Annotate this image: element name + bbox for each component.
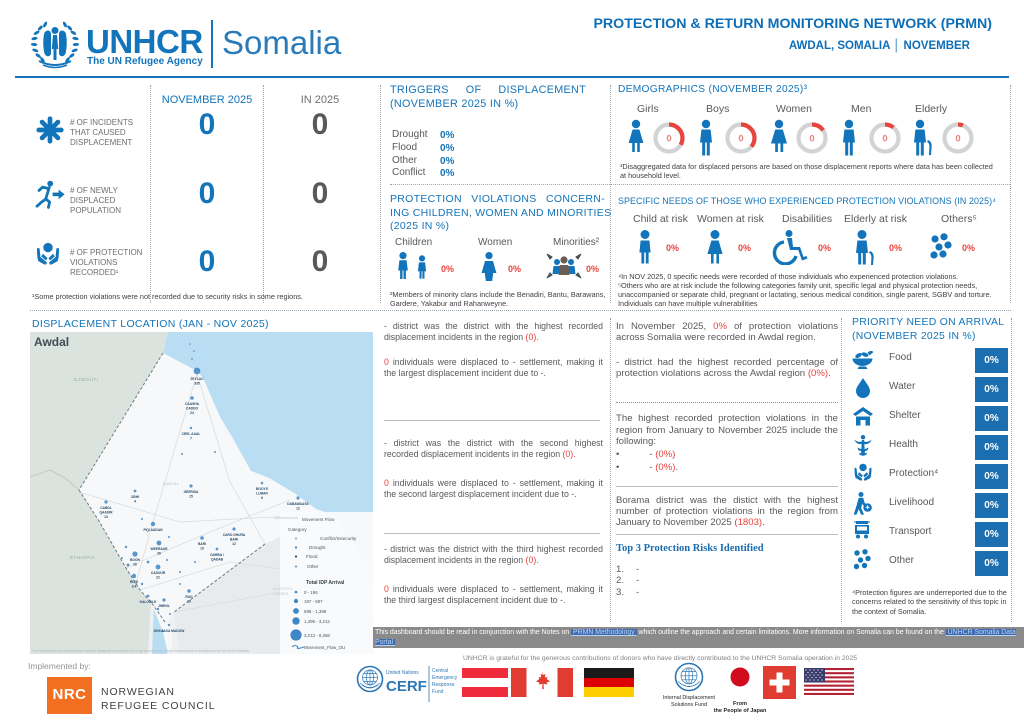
svg-text:1,399 - 3,212: 1,399 - 3,212 <box>304 619 330 624</box>
svg-text:The boundaries and names shown: The boundaries and names shown and the d… <box>32 649 249 653</box>
svg-text:FIQI AADAN: FIQI AADAN <box>143 528 163 532</box>
svg-text:Other: Other <box>307 564 319 569</box>
svg-text:24: 24 <box>190 411 194 415</box>
svg-text:LUBAN: LUBAN <box>256 492 268 496</box>
svg-text:CEEL AAAL: CEEL AAAL <box>182 432 201 436</box>
svg-text:GEERISA: GEERISA <box>184 490 199 494</box>
svg-text:15: 15 <box>189 495 193 499</box>
svg-text:DABAWAASS: DABAWAASS <box>287 502 309 506</box>
svg-text:BARI: BARI <box>230 538 238 542</box>
svg-text:6: 6 <box>261 496 263 500</box>
svg-text:Movement_Flow_OU: Movement_Flow_OU <box>304 645 345 650</box>
svg-text:0%: 0% <box>818 243 831 253</box>
svg-text:Movement Flow: Movement Flow <box>302 517 335 522</box>
svg-text:BOOYS: BOOYS <box>256 487 269 491</box>
svg-text:Fund: Fund <box>432 689 444 695</box>
svg-text:Drought: Drought <box>309 545 326 550</box>
svg-text:0 - 196: 0 - 196 <box>304 590 318 595</box>
svg-text:26: 26 <box>157 552 161 556</box>
svg-text:12: 12 <box>296 507 300 511</box>
svg-text:CABDL: CABDL <box>100 506 112 510</box>
svg-text:Total IDP Arrival: Total IDP Arrival <box>306 580 345 586</box>
svg-text:588 - 1,398: 588 - 1,398 <box>304 609 327 614</box>
svg-text:CAASHA: CAASHA <box>185 402 200 406</box>
svg-text:13: 13 <box>104 515 108 519</box>
svg-text:GARBA /: GARBA / <box>210 553 224 557</box>
svg-text:WEERAAR: WEERAAR <box>150 547 168 551</box>
svg-text:Emergency: Emergency <box>432 675 458 681</box>
svg-text:197 - 587: 197 - 587 <box>304 599 323 604</box>
svg-text:BOON: BOON <box>130 558 141 562</box>
svg-text:0%: 0% <box>738 243 751 253</box>
svg-text:22: 22 <box>156 576 160 580</box>
svg-text:0: 0 <box>809 134 814 145</box>
svg-text:CADUUR: CADUUR <box>151 571 166 575</box>
svg-text:the People of Japan: the People of Japan <box>714 708 767 714</box>
svg-text:Internal Displacement: Internal Displacement <box>663 695 716 701</box>
svg-text:4: 4 <box>134 500 136 504</box>
svg-text:Flood: Flood <box>306 554 318 559</box>
svg-text:Category: Category <box>288 527 307 532</box>
svg-text:Solutions Fund: Solutions Fund <box>671 702 707 708</box>
svg-text:0%: 0% <box>889 243 902 253</box>
svg-text:ZEYLAC: ZEYLAC <box>190 377 204 381</box>
svg-text:From: From <box>733 701 747 707</box>
svg-text:ETHIOPIA: ETHIOPIA <box>70 555 95 560</box>
svg-text:MAROODI: MAROODI <box>273 586 292 591</box>
svg-text:0: 0 <box>738 134 743 145</box>
svg-text:RUQI: RUQI <box>130 580 138 584</box>
svg-text:BARI: BARI <box>198 542 206 546</box>
svg-text:7: 7 <box>190 437 192 441</box>
svg-text:DJIBOUTI: DJIBOUTI <box>74 377 99 382</box>
svg-text:12: 12 <box>232 542 236 546</box>
svg-text:CADDO: CADDO <box>186 407 199 411</box>
svg-text:28: 28 <box>187 600 191 604</box>
svg-text:QAADIR: QAADIR <box>99 511 113 515</box>
svg-text:0: 0 <box>955 134 960 145</box>
svg-text:3.4: 3.4 <box>132 585 137 589</box>
svg-text:335: 335 <box>194 382 200 386</box>
svg-text:JINROL: JINROL <box>158 604 170 608</box>
svg-text:KALOWLE: KALOWLE <box>140 600 157 604</box>
svg-text:3,213 - 9,368: 3,213 - 9,368 <box>304 633 330 638</box>
svg-text:0: 0 <box>882 134 887 145</box>
svg-text:26: 26 <box>133 563 137 567</box>
svg-text:RUG: RUG <box>185 595 193 599</box>
svg-text:19: 19 <box>200 547 204 551</box>
svg-text:CERF: CERF <box>386 678 427 695</box>
svg-text:CARO DHURA: CARO DHURA <box>223 533 246 537</box>
svg-text:Response: Response <box>432 682 455 688</box>
svg-text:0%: 0% <box>962 243 975 253</box>
svg-text:Conflict/Insecurity: Conflict/Insecurity <box>320 536 357 541</box>
svg-text:0: 0 <box>666 134 671 145</box>
svg-text:GAREIS: GAREIS <box>273 591 288 596</box>
svg-text:Central: Central <box>432 668 448 674</box>
svg-text:AWDAL: AWDAL <box>163 481 180 486</box>
svg-text:United Nations: United Nations <box>386 670 419 676</box>
svg-text:JIDHI: JIDHI <box>131 495 140 499</box>
svg-text:DHAGAXA MADOW: DHAGAXA MADOW <box>154 629 186 633</box>
svg-text:Awdal: Awdal <box>34 335 69 349</box>
svg-text:QADAB: QADAB <box>211 558 224 562</box>
svg-text:0%: 0% <box>666 243 679 253</box>
